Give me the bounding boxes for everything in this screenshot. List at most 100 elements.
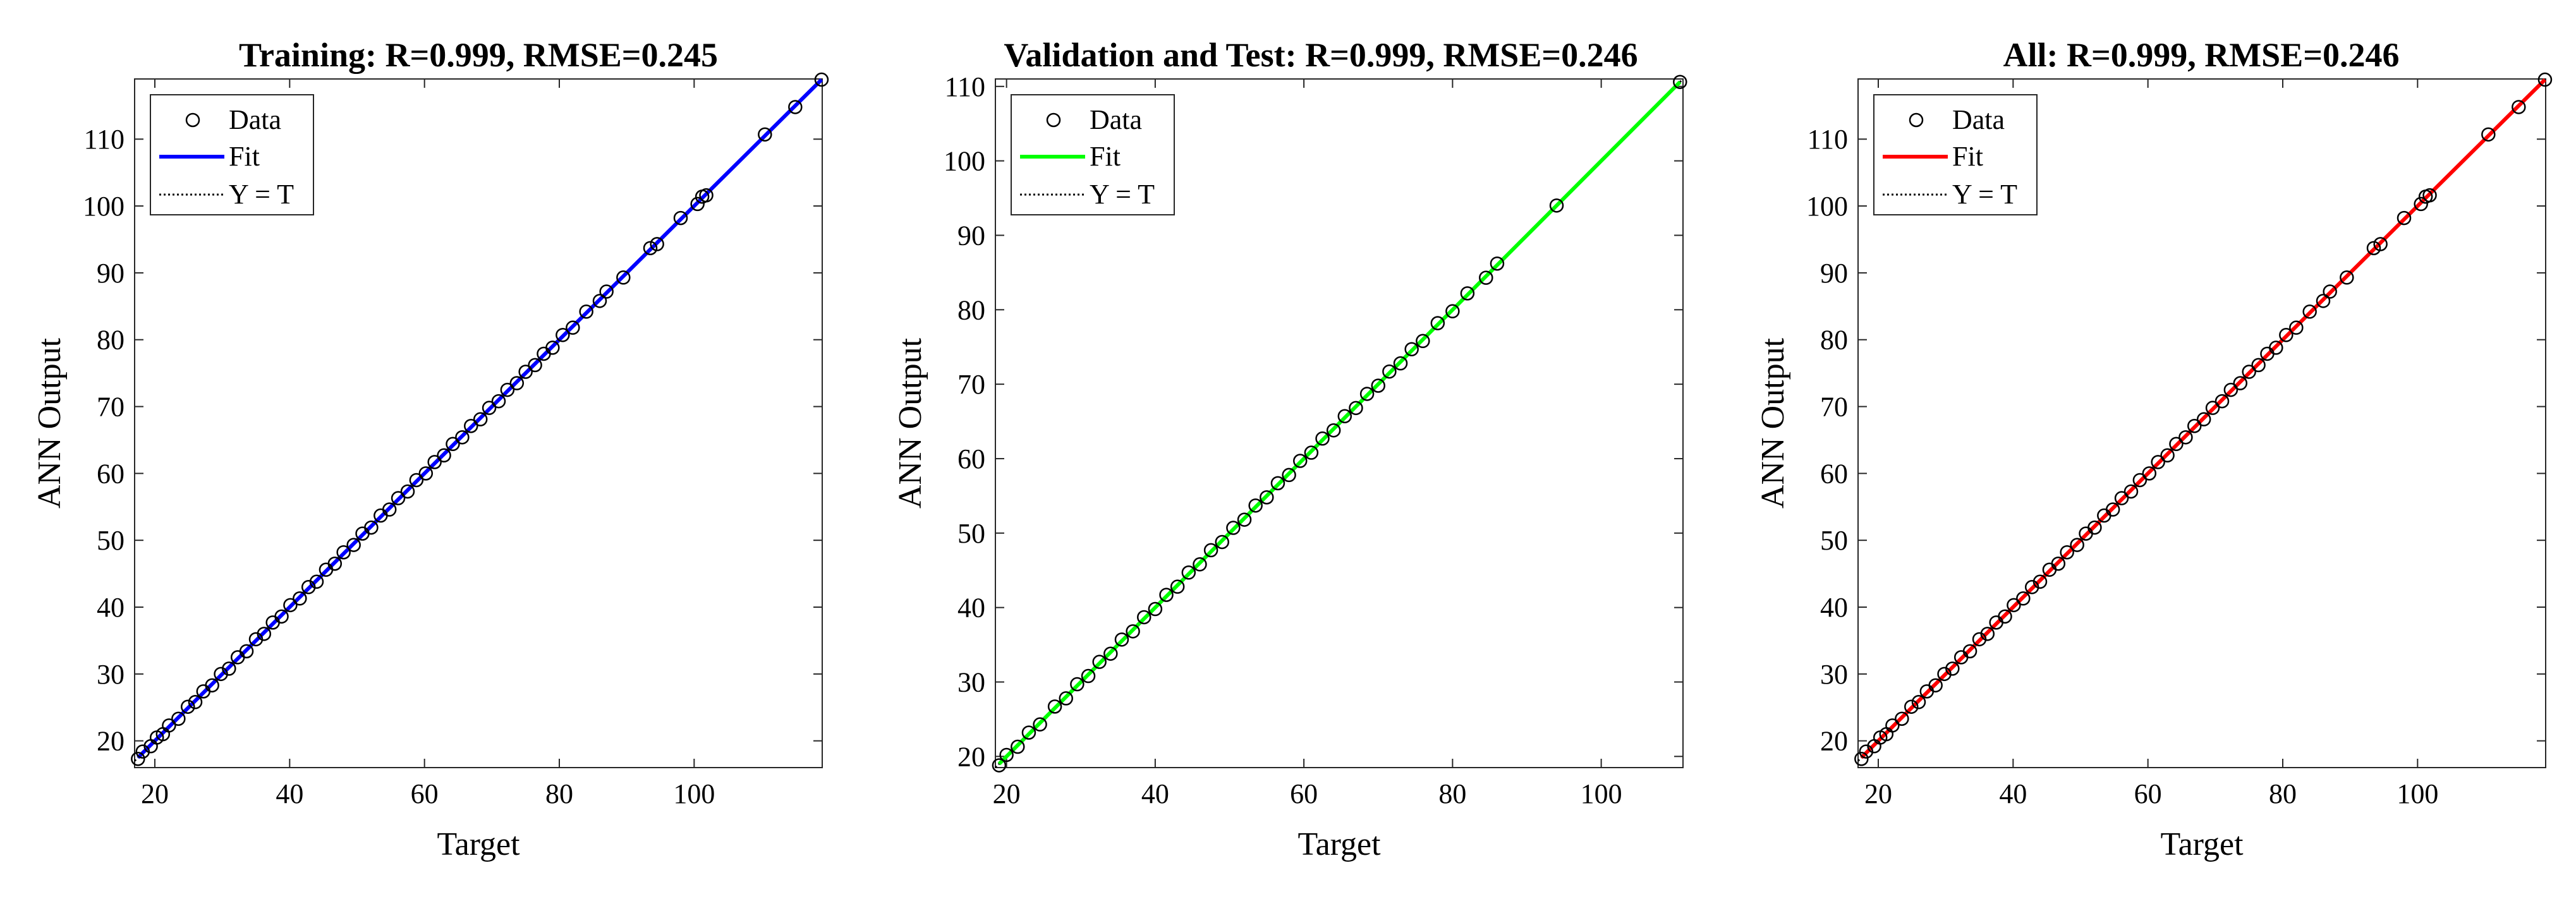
data-point [2142, 466, 2157, 481]
y-axis-label: ANN Output [1755, 337, 1791, 509]
y-tick-label: 80 [957, 294, 985, 325]
data-point [418, 466, 434, 481]
y-tick-label: 110 [84, 124, 125, 155]
data-point [283, 598, 298, 613]
panel-title: All: R=0.999, RMSE=0.246 [2003, 36, 2399, 74]
x-axis-label: Target [437, 826, 520, 862]
data-point [1126, 624, 1140, 639]
x-tick-label: 40 [1999, 778, 2027, 809]
y-tick-label: 20 [97, 726, 125, 757]
y-tick-label: 40 [97, 592, 125, 623]
data-point [1490, 256, 1505, 271]
y-tick-label: 90 [1820, 258, 1848, 289]
data-point [1059, 691, 1073, 706]
data-point [1980, 627, 1995, 641]
data-point [409, 473, 424, 488]
data-point [699, 188, 714, 203]
data-point [788, 100, 803, 114]
y-tick-label: 40 [957, 593, 985, 624]
y-tick-label: 30 [1820, 659, 1848, 690]
x-tick-label: 40 [1141, 778, 1169, 809]
data-point [2223, 382, 2239, 397]
data-point [579, 305, 593, 319]
axis-ticks: 20 40 60 80 100 20 30 40 50 60 70 80 90 100 110 [1806, 79, 2546, 809]
y-tick-label: 80 [97, 325, 125, 356]
data-point [1203, 543, 1218, 558]
data-point [2178, 430, 2193, 445]
data-point [650, 237, 664, 251]
data-point [327, 556, 343, 571]
data-point [1904, 699, 1919, 714]
y-tick-label: 100 [83, 191, 125, 222]
y-axis-label: ANN Output [32, 337, 68, 509]
data-point [400, 484, 415, 499]
data-point [1081, 668, 1096, 684]
panel-title: Training: R=0.999, RMSE=0.245 [239, 36, 718, 74]
y-tick-label: 110 [945, 71, 985, 102]
data-point [2060, 545, 2074, 560]
data-point [999, 747, 1014, 763]
data-point [2414, 196, 2428, 212]
legend-data-marker [1909, 112, 1924, 128]
x-tick-label: 20 [1864, 778, 1892, 809]
data-point [2279, 328, 2293, 342]
data-point [1359, 387, 1375, 401]
y-tick-label: 50 [97, 525, 125, 556]
data-point [1854, 751, 1869, 766]
data-point [2302, 305, 2317, 319]
data-point [1445, 304, 1460, 318]
data-point [437, 448, 451, 463]
data-point [1292, 454, 1308, 468]
x-tick-label: 40 [276, 778, 303, 809]
data-point [1092, 655, 1107, 669]
data-point [2087, 520, 2102, 535]
data-point [1315, 431, 1330, 446]
data-point [1998, 609, 2012, 624]
data-point [239, 644, 254, 659]
data-point [2160, 448, 2175, 463]
data-point [1215, 534, 1229, 550]
x-axis-label: Target [2160, 826, 2244, 862]
data-point [528, 358, 542, 373]
legend-data-label: Data [1952, 104, 2005, 135]
data-point [2205, 401, 2220, 415]
data-point [2007, 598, 2021, 613]
data-point [382, 502, 397, 517]
y-tick-label: 40 [1820, 592, 1848, 623]
legend-data-label: Data [229, 104, 281, 135]
y-tick-label: 90 [957, 220, 985, 251]
data-point [2114, 491, 2129, 505]
y-tick-label: 20 [1820, 726, 1848, 757]
data-point [162, 718, 176, 733]
data-point [2187, 418, 2202, 433]
data-point [1404, 342, 1419, 357]
data-point [293, 591, 307, 606]
data-point [1371, 378, 1386, 393]
legend-identity-label: Y = T [1952, 179, 2017, 210]
data-point [1237, 512, 1252, 527]
data-points [131, 72, 829, 766]
data-point [2032, 574, 2048, 589]
x-tick-label: 80 [545, 778, 573, 809]
data-point [1945, 661, 1960, 676]
data-point [566, 320, 580, 335]
data-point [2512, 100, 2526, 114]
legend-fit-label: Fit [229, 141, 260, 172]
data-point [758, 127, 772, 142]
data-point [2289, 320, 2304, 335]
y-tick-label: 60 [957, 443, 985, 474]
data-point [2151, 455, 2165, 469]
x-tick-label: 100 [1581, 778, 1622, 809]
y-tick-label: 50 [1820, 525, 1848, 556]
data-point [1226, 521, 1241, 535]
data-point [1382, 364, 1397, 379]
data-point [1928, 678, 1943, 693]
legend-fit-label: Fit [1090, 141, 1121, 172]
data-point [1148, 601, 1163, 617]
legend-data-marker [1046, 112, 1061, 128]
data-point [1021, 725, 1036, 740]
data-point [464, 418, 478, 433]
y-tick-label: 50 [957, 518, 985, 549]
data-point [1170, 579, 1185, 594]
y-tick-label: 30 [957, 667, 985, 697]
